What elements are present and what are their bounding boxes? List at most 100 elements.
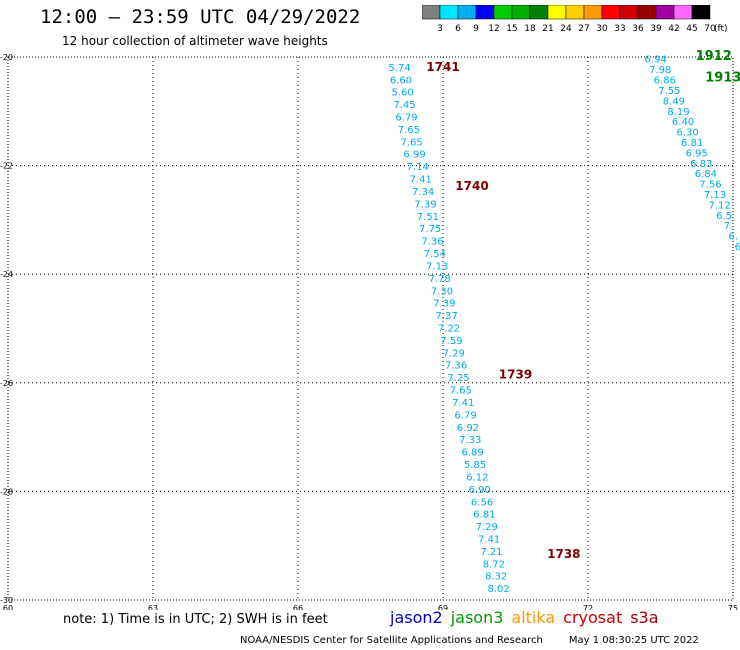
color-tick-label: 70 bbox=[704, 24, 716, 34]
wave-height-map: 60 63 66 69 72 75 -20 -22 -24 -26 -28 -30 5.746.60 5.… bbox=[0, 49, 740, 610]
swh-value-label: 6.94 bbox=[645, 55, 667, 66]
track-id-label: 1740 bbox=[455, 179, 488, 193]
swh-value-label: 7.36 bbox=[421, 237, 443, 248]
swh-value-label: 6.79 bbox=[454, 410, 476, 421]
swh-value-label: 7.13 bbox=[426, 261, 448, 272]
swh-value-label: 6.90 bbox=[469, 485, 491, 496]
lat-tick-label: -28 bbox=[0, 487, 13, 496]
swh-value-label: 7.98 bbox=[649, 65, 671, 76]
color-unit-label: (ft) bbox=[714, 24, 728, 34]
swh-value-label: 7.14 bbox=[407, 162, 429, 173]
satellite-cryosat: cryosat bbox=[563, 608, 623, 627]
lon-tick-label: 72 bbox=[583, 604, 593, 610]
swh-value-label: 7.39 bbox=[433, 299, 455, 310]
lat-tick-label: -30 bbox=[0, 596, 13, 605]
swh-value-label: 5.85 bbox=[464, 460, 486, 471]
lon-tick-label: 69 bbox=[438, 604, 448, 610]
lon-tick-label: 75 bbox=[728, 604, 738, 610]
swh-value-label: 8.49 bbox=[663, 96, 685, 107]
track-id-label: 1913 bbox=[705, 71, 740, 86]
lon-tick-label: 66 bbox=[293, 604, 303, 610]
color-tick-label: 33 bbox=[614, 24, 625, 34]
swh-value-label: 7.33 bbox=[459, 435, 481, 446]
swh-value-label: 5.74 bbox=[388, 63, 410, 74]
color-tick-label: 42 bbox=[668, 24, 679, 34]
generated-timestamp: May 1 08:30:25 UTC 2022 bbox=[568, 635, 699, 646]
swh-value-label: 6.30 bbox=[676, 128, 698, 139]
color-tick-label: 12 bbox=[488, 24, 499, 34]
swh-value-label: 6.84 bbox=[695, 169, 717, 180]
swh-value-label: 7.34 bbox=[412, 187, 434, 198]
swh-value-label: 7.41 bbox=[478, 534, 500, 545]
swh-value-label: 7.65 bbox=[398, 125, 420, 136]
swh-value-label: 6.81 bbox=[473, 510, 495, 521]
swh-value-label: 6 bbox=[735, 242, 740, 253]
satellite-altika: altika bbox=[511, 608, 556, 627]
lon-tick-label: 63 bbox=[148, 604, 158, 610]
swh-value-label: 7.75 bbox=[419, 224, 441, 235]
credit-line: NOAA/NESDIS Center for Satellite Applica… bbox=[240, 635, 699, 646]
color-scale-legend: 3 6 9 12 15 18 21 24 27 30 33 36 39 42 45 70(ft) bbox=[422, 5, 728, 34]
lat-tick-label: -20 bbox=[0, 53, 13, 62]
swh-value-label: 7.30 bbox=[431, 286, 453, 297]
swh-value-label: 6.92 bbox=[457, 423, 479, 434]
swh-value-label: 7.29 bbox=[476, 522, 498, 533]
swh-value-label: 6.12 bbox=[466, 472, 488, 483]
satellite-legend: jason2 jason3 altika cryosat s3a bbox=[390, 608, 667, 627]
swh-value-label: 7.25 bbox=[447, 373, 469, 384]
swh-value-label: 6.89 bbox=[462, 448, 484, 459]
color-tick-label: 18 bbox=[524, 24, 536, 34]
swh-value-label: 8.19 bbox=[667, 107, 689, 118]
map-frame bbox=[7, 56, 734, 601]
swh-value-label: 6.99 bbox=[403, 150, 425, 161]
color-tick-label: 30 bbox=[596, 24, 608, 34]
swh-value-label: 8.72 bbox=[483, 559, 505, 570]
swh-value-label: 7.39 bbox=[414, 199, 436, 210]
swh-value-label: 6.86 bbox=[654, 76, 676, 87]
swh-value-label: 7.59 bbox=[440, 336, 462, 347]
swh-value-label: 6.83 bbox=[690, 159, 712, 170]
swh-value-label: 6.79 bbox=[395, 113, 417, 124]
satellite-jason3: jason3 bbox=[450, 608, 504, 627]
lon-tick-label: 60 bbox=[3, 604, 13, 610]
swh-value-label: 7.51 bbox=[417, 212, 439, 223]
color-tick-label: 36 bbox=[632, 24, 644, 34]
color-tick-label: 6 bbox=[455, 24, 461, 34]
track-id-label: 1912 bbox=[696, 49, 732, 64]
swh-value-label: 7.13 bbox=[704, 190, 726, 201]
swh-value-label: 7.45 bbox=[393, 100, 415, 111]
swh-value-label: 6.81 bbox=[681, 138, 703, 149]
swh-value-label: 7.41 bbox=[452, 398, 474, 409]
swh-value-label: 7.41 bbox=[410, 175, 432, 186]
lat-tick-label: -24 bbox=[0, 270, 13, 279]
color-tick-label: 27 bbox=[578, 24, 589, 34]
color-tick-label: 21 bbox=[542, 24, 553, 34]
swh-value-label: 7.22 bbox=[438, 324, 460, 335]
color-tick-label: 24 bbox=[560, 24, 572, 34]
swh-value-label: 8.32 bbox=[485, 572, 507, 583]
credit-text: NOAA/NESDIS Center for Satellite Applica… bbox=[240, 635, 543, 646]
swh-value-label: 7.55 bbox=[658, 86, 680, 97]
swh-value-label: 6.95 bbox=[686, 148, 708, 159]
color-tick-label: 39 bbox=[650, 24, 662, 34]
satellite-jason2: jason2 bbox=[390, 608, 443, 627]
track-id-label: 1738 bbox=[547, 547, 580, 561]
swh-value-label: 7.54 bbox=[424, 249, 446, 260]
satellite-s3a: s3a bbox=[630, 608, 659, 627]
swh-value-label: 6.40 bbox=[672, 117, 694, 128]
swh-value-label: 8.02 bbox=[487, 584, 509, 595]
map-subtitle: 12 hour collection of altimeter wave hei… bbox=[62, 34, 328, 48]
swh-value-label: 6.5 bbox=[716, 211, 732, 222]
swh-value-label: 6. bbox=[728, 232, 738, 243]
swh-value-label: 7.78 bbox=[428, 274, 450, 285]
track-id-label: 1739 bbox=[499, 368, 532, 382]
lat-tick-label: -22 bbox=[0, 162, 13, 171]
footer-note: note: 1) Time is in UTC; 2) SWH is in fe… bbox=[63, 612, 328, 627]
map-title: 12:00 — 23:59 UTC 04/29/2022 bbox=[40, 6, 361, 28]
swh-value-label: 7.65 bbox=[450, 386, 472, 397]
swh-value-label: 5.60 bbox=[392, 88, 414, 99]
lat-tick-label: -26 bbox=[0, 379, 13, 388]
color-tick-label: 9 bbox=[473, 24, 479, 34]
swh-value-label: 7.36 bbox=[445, 361, 467, 372]
swh-value-label: 7.12 bbox=[708, 200, 730, 211]
